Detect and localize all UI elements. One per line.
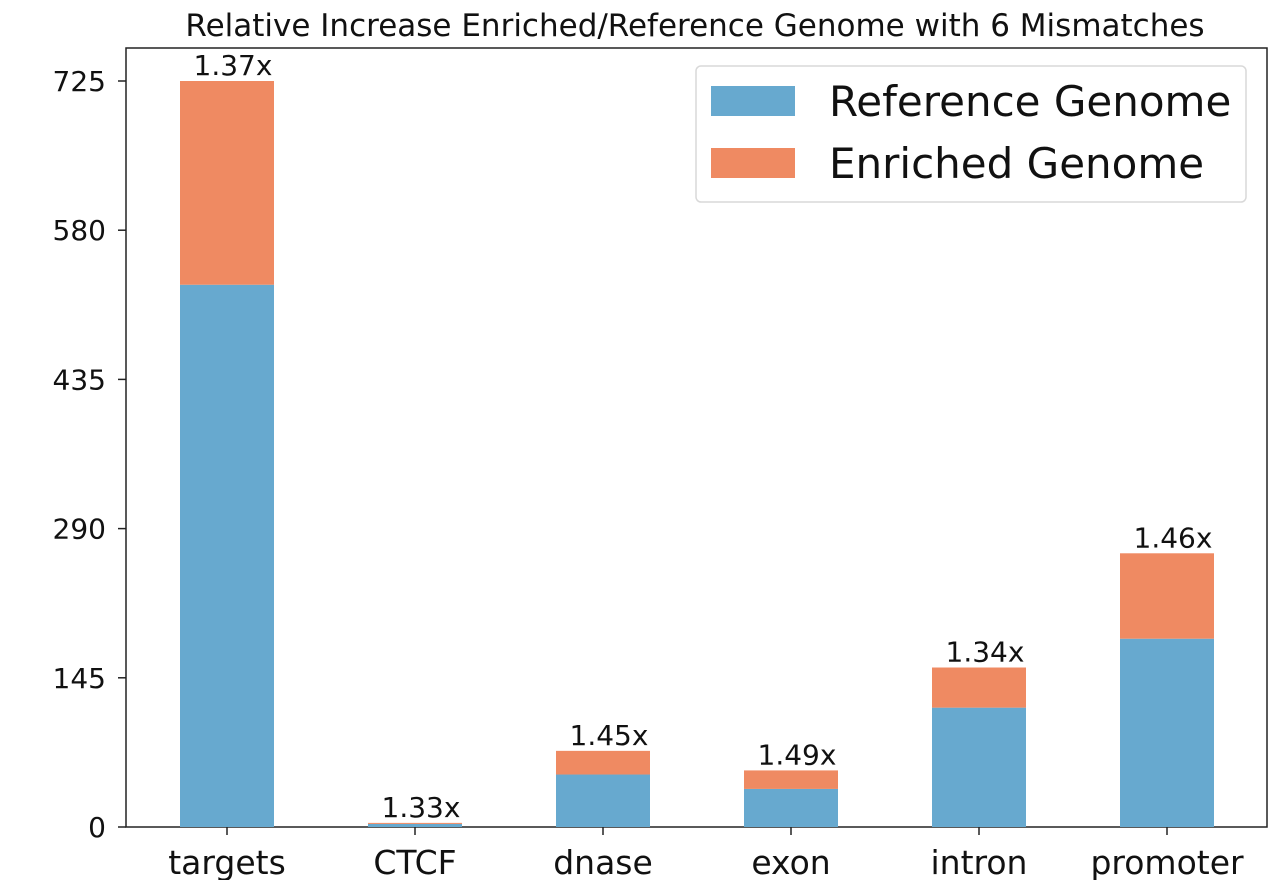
bar-promoter-reference-genome [1120, 638, 1214, 827]
bar-targets-enriched-genome [180, 81, 274, 285]
x-tick-label-dnase: dnase [553, 843, 653, 880]
bar-ctcf-reference-genome [368, 823, 462, 827]
data-label-exon: 1.49x [758, 738, 837, 771]
bar-exon-reference-genome [744, 788, 838, 827]
bar-intron-reference-genome [932, 707, 1026, 827]
data-label-intron: 1.34x [946, 636, 1025, 669]
y-axis: 0 145 290 435 580 725 [53, 65, 126, 844]
bar-exon-enriched-genome [744, 770, 838, 789]
chart-title: Relative Increase Enriched/Reference Gen… [185, 8, 1204, 44]
bar-promoter-enriched-genome [1120, 553, 1214, 639]
data-label-dnase: 1.45x [570, 719, 649, 752]
bars-group [180, 81, 1214, 827]
y-tick-label: 145 [53, 662, 106, 695]
data-label-targets: 1.37x [194, 49, 273, 82]
y-tick-label: 435 [53, 363, 106, 396]
bar-intron-enriched-genome [932, 667, 1026, 708]
y-tick-label: 725 [53, 65, 106, 98]
y-tick-label: 580 [53, 214, 106, 247]
legend-frame [695, 65, 1247, 203]
bar-dnase-enriched-genome [556, 750, 650, 775]
y-tick-label: 0 [88, 811, 106, 844]
plot-area-frame [125, 47, 1268, 828]
legend-swatch-reference-genome [711, 86, 795, 116]
legend-swatch-enriched-genome [711, 148, 795, 178]
bar-ctcf-enriched-genome [368, 822, 462, 824]
x-tick-label-ctcf: CTCF [373, 843, 456, 880]
legend: Reference Genome Enriched Genome [695, 65, 1247, 203]
x-tick-label-exon: exon [751, 843, 830, 880]
data-labels-group: 1.37x 1.33x 1.45x 1.49x 1.34x 1.46x [194, 49, 1213, 824]
x-tick-label-promoter: promoter [1090, 843, 1244, 880]
legend-label-reference-genome: Reference Genome [829, 77, 1231, 126]
x-tick-label-intron: intron [931, 843, 1028, 880]
data-label-promoter: 1.46x [1134, 521, 1213, 554]
y-tick-label: 290 [53, 513, 106, 546]
data-label-ctcf: 1.33x [382, 791, 461, 824]
x-tick-label-targets: targets [168, 843, 286, 880]
legend-label-enriched-genome: Enriched Genome [829, 139, 1204, 188]
x-axis: targets CTCF dnase exon intron promoter [168, 827, 1244, 880]
bar-dnase-reference-genome [556, 774, 650, 827]
bar-targets-reference-genome [180, 284, 274, 827]
